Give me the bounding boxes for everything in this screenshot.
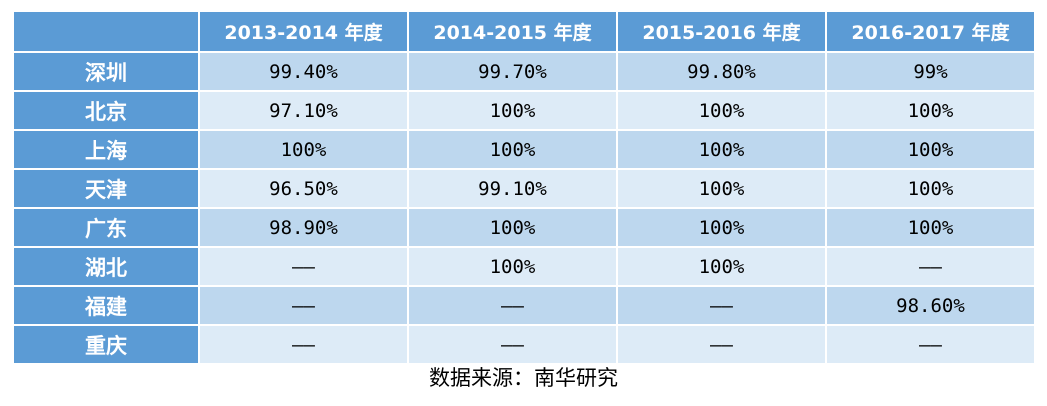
data-table: 2013-2014 年度 2014-2015 年度 2015-2016 年度 2…: [12, 10, 1036, 365]
table-cell: 100%: [407, 90, 618, 131]
table-body: 深圳 99.40% 99.70% 99.80% 99% 北京 97.10% 10…: [12, 51, 1036, 365]
table-row: 湖北 —— 100% 100% ——: [12, 246, 1036, 287]
table-cell: 100%: [616, 168, 827, 209]
row-label: 湖北: [12, 246, 200, 287]
row-label: 天津: [12, 168, 200, 209]
table-cell: 99.70%: [407, 51, 618, 92]
table-cell: 100%: [825, 168, 1036, 209]
table-cell: ——: [616, 324, 827, 365]
table-cell: 100%: [198, 129, 409, 170]
table-cell: 99.40%: [198, 51, 409, 92]
table-cell: 100%: [407, 207, 618, 248]
table-row: 上海 100% 100% 100% 100%: [12, 129, 1036, 170]
table-cell: 100%: [825, 207, 1036, 248]
row-label: 上海: [12, 129, 200, 170]
table-header: 2013-2014 年度 2014-2015 年度 2015-2016 年度 2…: [12, 10, 1036, 53]
table-row: 福建 —— —— —— 98.60%: [12, 285, 1036, 326]
header-corner-cell: [12, 10, 200, 53]
row-label: 福建: [12, 285, 200, 326]
table-cell: 98.60%: [825, 285, 1036, 326]
header-row: 2013-2014 年度 2014-2015 年度 2015-2016 年度 2…: [12, 10, 1036, 53]
table-row: 深圳 99.40% 99.70% 99.80% 99%: [12, 51, 1036, 92]
table-cell: 97.10%: [198, 90, 409, 131]
column-header: 2014-2015 年度: [407, 10, 618, 53]
table-cell: ——: [825, 246, 1036, 287]
table-cell: ——: [616, 285, 827, 326]
table-cell: 100%: [616, 207, 827, 248]
row-label: 深圳: [12, 51, 200, 92]
table-cell: ——: [198, 285, 409, 326]
source-note: 数据来源：南华研究: [429, 366, 618, 390]
table-cell: 99.10%: [407, 168, 618, 209]
table-cell: 98.90%: [198, 207, 409, 248]
table-cell: 100%: [407, 246, 618, 287]
table-cell: 100%: [616, 90, 827, 131]
table-cell: 96.50%: [198, 168, 409, 209]
table-cell: 99.80%: [616, 51, 827, 92]
table-cell: 100%: [616, 129, 827, 170]
table-row: 北京 97.10% 100% 100% 100%: [12, 90, 1036, 131]
row-label: 广东: [12, 207, 200, 248]
table-row: 天津 96.50% 99.10% 100% 100%: [12, 168, 1036, 209]
column-header: 2016-2017 年度: [825, 10, 1036, 53]
table-cell: 100%: [616, 246, 827, 287]
column-header: 2013-2014 年度: [198, 10, 409, 53]
table-cell: 100%: [407, 129, 618, 170]
table-cell: ——: [825, 324, 1036, 365]
table-cell: ——: [198, 324, 409, 365]
data-table-container: 2013-2014 年度 2014-2015 年度 2015-2016 年度 2…: [12, 10, 1036, 365]
table-row: 重庆 —— —— —— ——: [12, 324, 1036, 365]
row-label: 北京: [12, 90, 200, 131]
table-cell: ——: [198, 246, 409, 287]
table-cell: 100%: [825, 90, 1036, 131]
table-cell: ——: [407, 324, 618, 365]
table-cell: 100%: [825, 129, 1036, 170]
table-cell: 99%: [825, 51, 1036, 92]
table-row: 广东 98.90% 100% 100% 100%: [12, 207, 1036, 248]
table-cell: ——: [407, 285, 618, 326]
column-header: 2015-2016 年度: [616, 10, 827, 53]
row-label: 重庆: [12, 324, 200, 365]
